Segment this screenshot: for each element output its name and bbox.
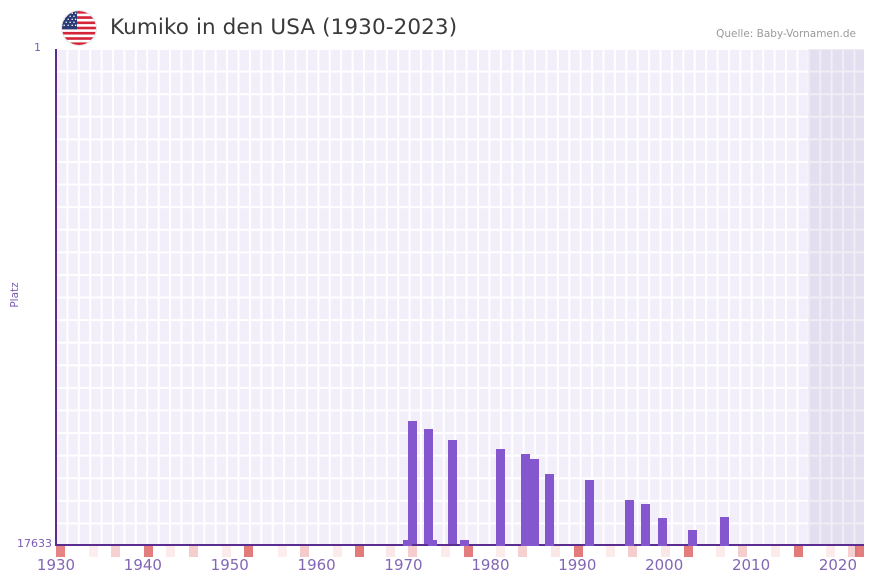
y-axis-tick-bottom: 17633: [17, 537, 52, 550]
density-cell: [551, 546, 560, 557]
density-cell: [333, 546, 342, 557]
axis-tick-mark: [625, 540, 634, 546]
bar-2012[interactable]: [720, 517, 729, 545]
x-axis-tick-2020: 2020: [818, 556, 858, 574]
density-cell: [606, 546, 615, 557]
bar-1984[interactable]: [496, 449, 505, 545]
density-cell: [771, 546, 780, 557]
density-cell: [855, 546, 864, 557]
bar-2004[interactable]: [658, 518, 667, 545]
density-cell: [441, 546, 450, 557]
chart-header: Kumiko in den USA (1930-2023) Quelle: Ba…: [0, 0, 873, 48]
density-cell: [738, 546, 747, 557]
density-cell: [464, 546, 473, 557]
grid-lines: [56, 49, 864, 545]
x-axis-tick-1940: 1940: [123, 556, 162, 574]
x-axis-tick-1930: 1930: [36, 556, 76, 574]
density-cell: [716, 546, 725, 557]
axis-tick-mark: [658, 540, 667, 546]
plot-area: [56, 49, 864, 545]
bar-1978[interactable]: [448, 440, 457, 545]
density-cell: [144, 546, 153, 557]
y-axis-title: Platz: [9, 282, 21, 308]
axis-tick-mark: [496, 540, 505, 546]
density-cell: [89, 546, 98, 557]
axis-tick-mark: [545, 540, 554, 546]
density-cell: [244, 546, 253, 557]
density-cell: [661, 546, 670, 557]
density-cell: [355, 546, 364, 557]
y-axis-line: [55, 49, 57, 546]
density-cell: [166, 546, 175, 557]
axis-tick-mark: [403, 540, 412, 546]
x-axis-tick-1960: 1960: [297, 556, 336, 574]
density-cell: [278, 546, 287, 557]
year-density-strip: [56, 540, 864, 557]
density-cell: [56, 546, 65, 557]
density-cell: [518, 546, 527, 557]
density-cell: [222, 546, 231, 557]
density-cell: [826, 546, 835, 557]
bar-1995[interactable]: [585, 480, 594, 545]
x-axis-tick-1990: 1990: [558, 556, 597, 574]
density-cell: [386, 546, 395, 557]
page-title: Kumiko in den USA (1930-2023): [110, 15, 458, 40]
y-axis-tick-top: 1: [34, 41, 41, 54]
bar-1973[interactable]: [408, 421, 417, 545]
axis-tick-mark: [641, 540, 650, 546]
source-label: Quelle: Baby-Vornamen.de: [716, 28, 856, 40]
x-axis-tick-1950: 1950: [210, 556, 249, 574]
density-cell: [684, 546, 693, 557]
axis-tick-mark: [530, 540, 539, 546]
bar-2000[interactable]: [625, 500, 634, 545]
density-cell: [189, 546, 198, 557]
bar-2002[interactable]: [641, 504, 650, 545]
density-cell: [111, 546, 120, 557]
density-cell: [794, 546, 803, 557]
axis-tick-mark: [585, 540, 594, 546]
bar-1990[interactable]: [545, 474, 554, 545]
density-cell: [848, 546, 857, 557]
density-cell: [628, 546, 637, 557]
us-flag-icon: [62, 11, 96, 45]
axis-tick-mark: [460, 540, 469, 546]
axis-tick-mark: [521, 540, 530, 546]
x-axis-tick-1980: 1980: [471, 556, 510, 574]
density-cell: [408, 546, 417, 557]
axis-tick-mark: [720, 540, 729, 546]
future-region-shade: [808, 49, 864, 545]
density-cell: [496, 546, 505, 557]
x-axis-tick-2010: 2010: [731, 556, 771, 574]
bar-1988[interactable]: [530, 459, 539, 545]
axis-tick-mark: [688, 540, 697, 546]
density-cell: [574, 546, 583, 557]
bar-1987[interactable]: [521, 454, 530, 545]
x-axis-tick-2000: 2000: [645, 556, 684, 574]
x-axis-tick-1970: 1970: [384, 556, 423, 574]
density-cell: [300, 546, 309, 557]
bar-1975[interactable]: [424, 429, 433, 545]
bar-2008[interactable]: [688, 530, 697, 545]
axis-tick-mark: [428, 540, 437, 546]
